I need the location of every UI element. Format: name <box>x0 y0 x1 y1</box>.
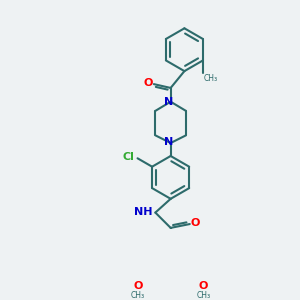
Text: O: O <box>134 281 143 291</box>
Text: Cl: Cl <box>123 152 134 162</box>
Text: CH₃: CH₃ <box>204 74 218 83</box>
Text: CH₃: CH₃ <box>131 291 145 300</box>
Text: O: O <box>199 281 208 291</box>
Text: N: N <box>164 137 174 147</box>
Text: CH₃: CH₃ <box>196 291 210 300</box>
Text: O: O <box>190 218 200 228</box>
Text: NH: NH <box>134 207 152 217</box>
Text: N: N <box>164 98 174 107</box>
Text: O: O <box>144 78 153 88</box>
